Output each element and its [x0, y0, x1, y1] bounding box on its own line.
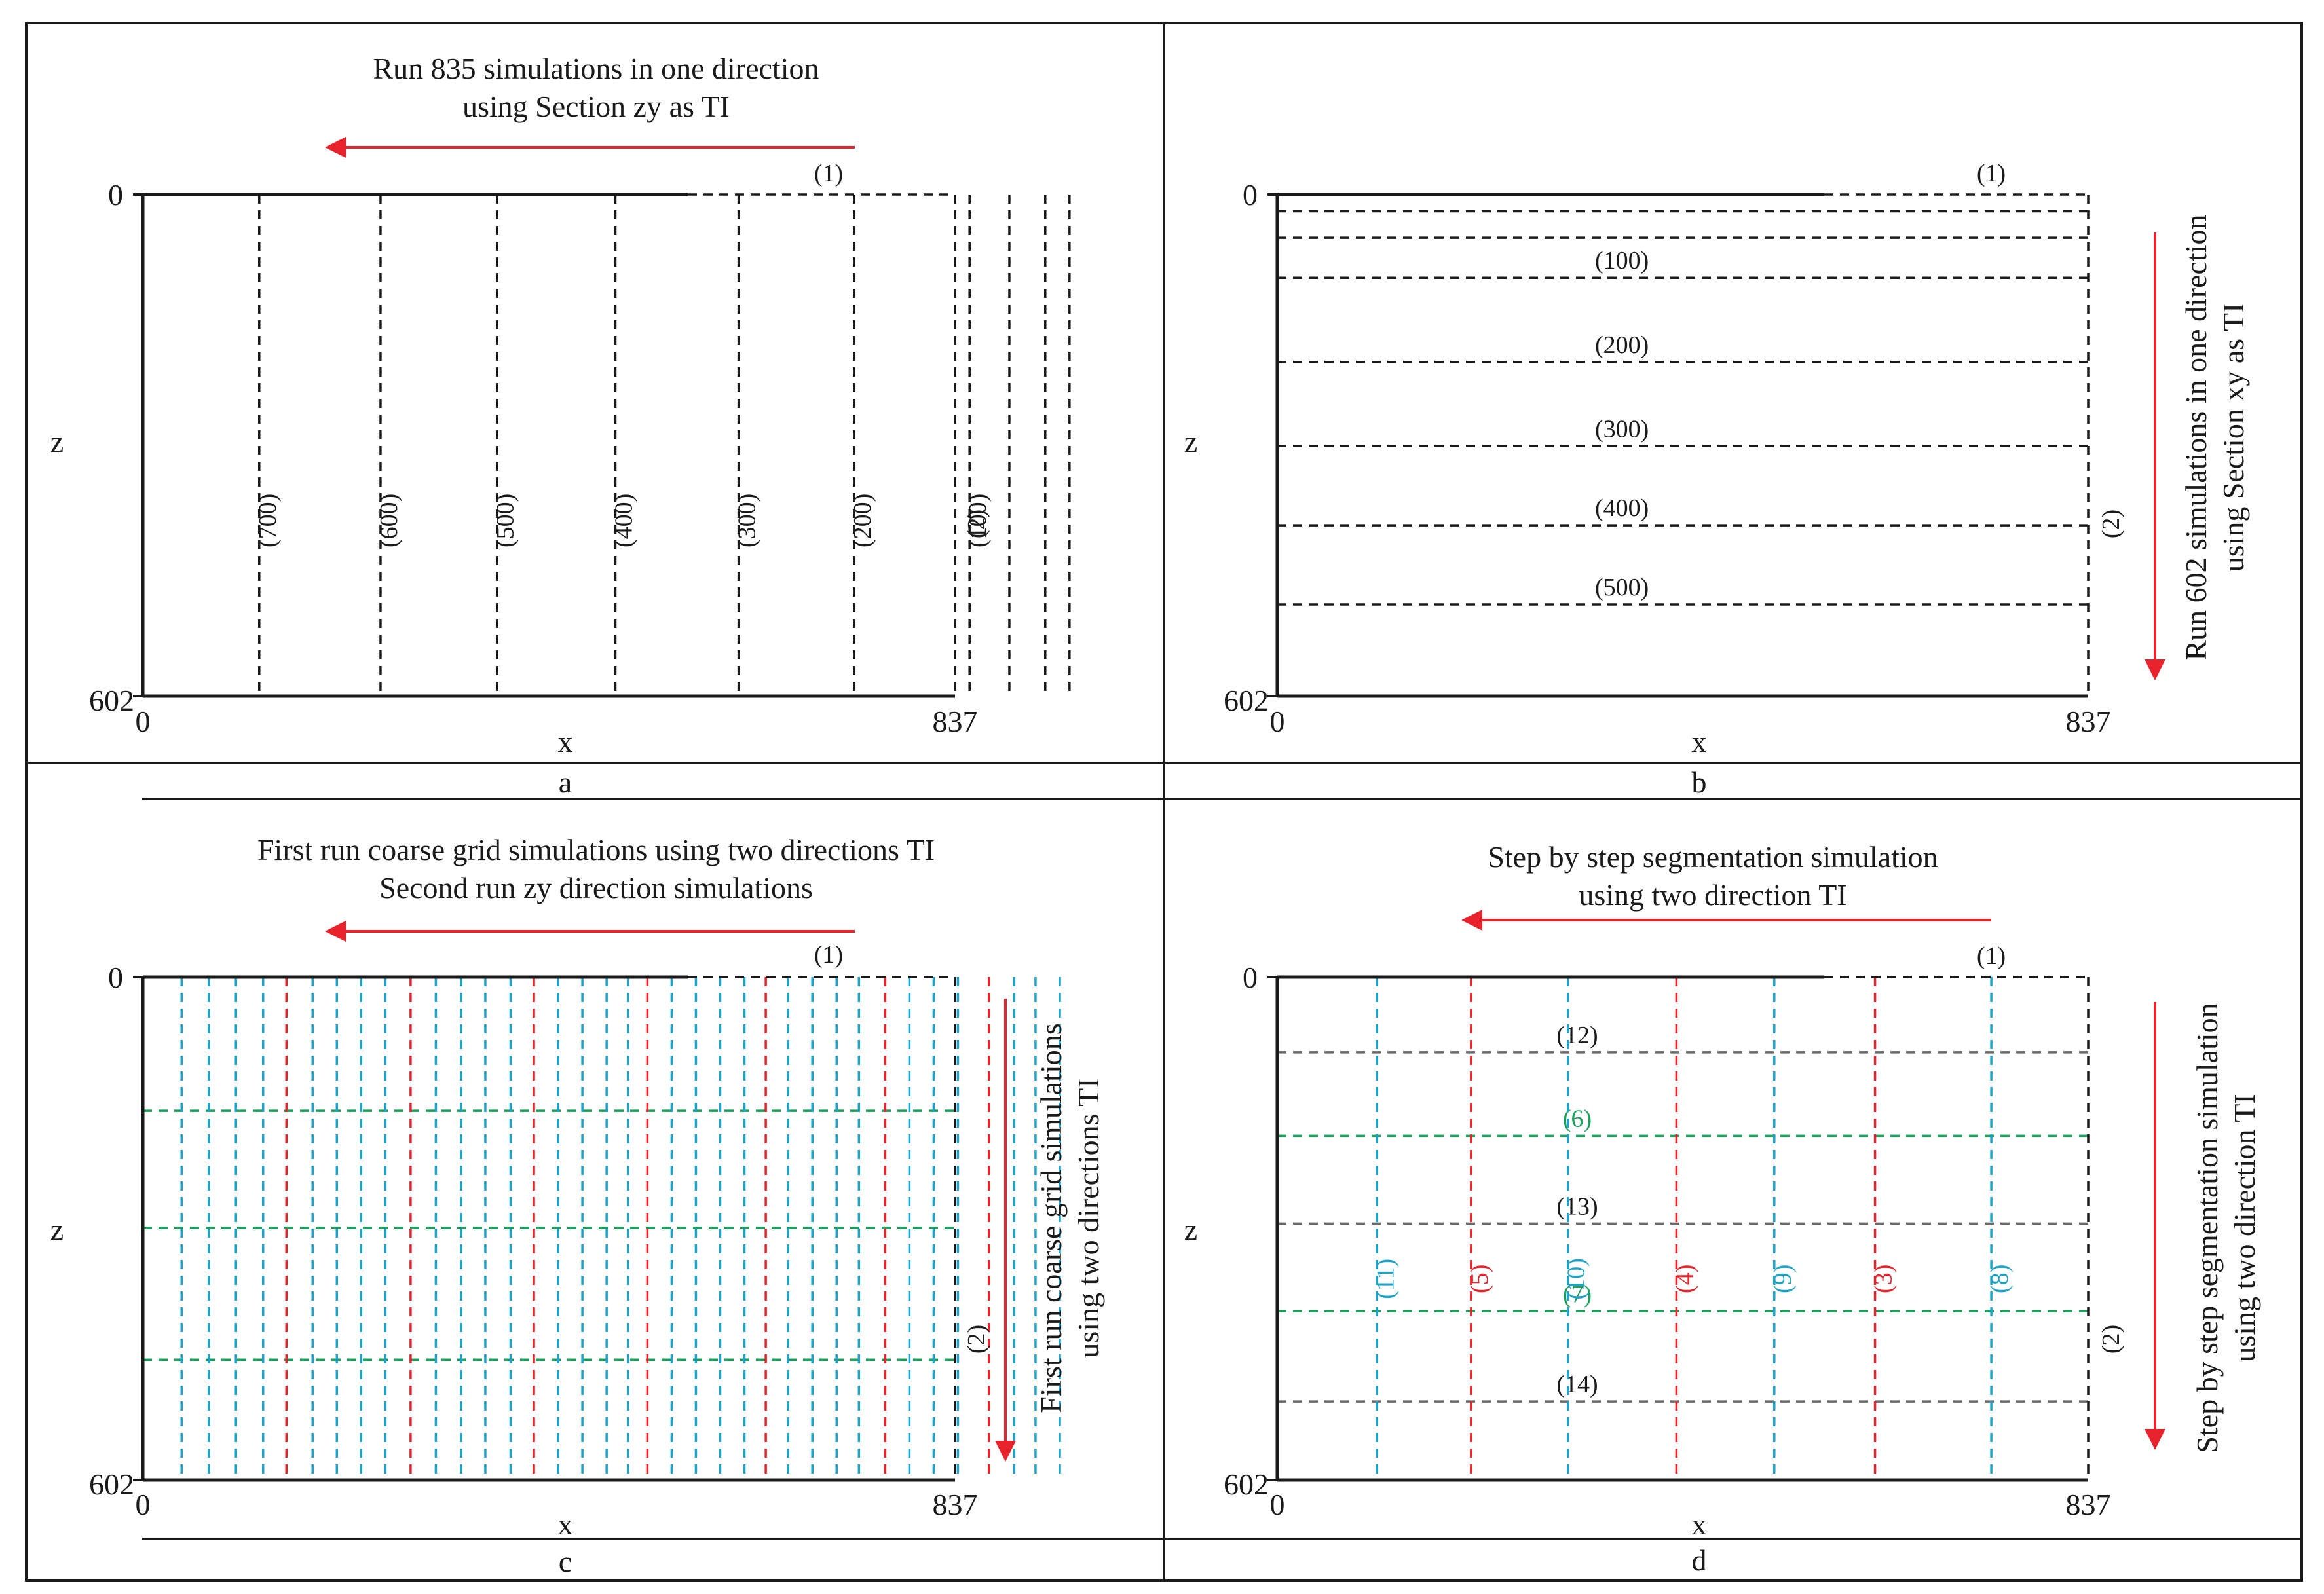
panel-c-caption: c: [559, 1545, 572, 1578]
panel-d-vline-label-4: (9): [1769, 1265, 1797, 1293]
panel-a: Run 835 simulations in one direction usi…: [50, 52, 1071, 799]
panel-d-side-text-line-2: using two direction TI: [2228, 1094, 2261, 1362]
panel-d-x-axis-label: x: [1692, 1508, 1707, 1541]
panel-b-label-1: (1): [1977, 160, 2006, 187]
panel-a-vline-label-0: (700): [254, 494, 282, 547]
panel-b-hline-label-2: (100): [1595, 247, 1649, 274]
panel-a-title-line-1: Run 835 simulations in one direction: [373, 52, 819, 85]
panel-b-label-2: (2): [2097, 510, 2125, 538]
panel-c-z602-label: 602: [89, 1468, 134, 1501]
panel-b-z0-label: 0: [1243, 178, 1258, 212]
panel-a-label-1: (1): [814, 160, 843, 187]
panel-b-side-text-line-1: Run 602 simulations in one direction: [2179, 215, 2213, 661]
panel-b-x-axis-label: x: [1692, 725, 1707, 758]
panel-c-title-line-2: Second run zy direction simulations: [379, 871, 813, 904]
panel-a-caption: a: [559, 766, 572, 799]
panel-d-hline-label-0: (12): [1556, 1022, 1598, 1049]
panel-a-vertical-lines: (700) (600) (500) (400) (300) (200) (100): [254, 195, 1071, 696]
panel-a-vline-label-3: (400): [610, 494, 637, 547]
panel-d-vline-label-2: (10): [1563, 1258, 1590, 1299]
panel-b: (100) (200) (300) (400) (500) (1) (2) Run 60…: [1184, 160, 2250, 799]
panel-d-vline-label-5: (3): [1870, 1265, 1898, 1293]
panel-d-z602-label: 602: [1224, 1468, 1269, 1501]
panel-b-horizontal-lines: (100) (200) (300) (400) (500): [1277, 210, 2088, 606]
panel-c-x0-label: 0: [136, 1488, 151, 1521]
panel-d-hline-label-4: (14): [1556, 1371, 1598, 1398]
panel-a-vline-label-6: (100): [964, 494, 992, 547]
panel-a-title-line-2: using Section zy as TI: [462, 90, 730, 123]
panel-a-z602-label: 602: [89, 684, 134, 717]
panel-a-vline-label-2: (500): [492, 494, 519, 547]
panel-c-side-text-line-1: First run coarse grid simulations: [1034, 1023, 1068, 1413]
panel-d-vline-label-0: (11): [1372, 1259, 1399, 1299]
panel-d-title-line-1: Step by step segmentation simulation: [1488, 840, 1938, 874]
panel-c-label-1: (1): [814, 941, 843, 969]
panel-d-vertical-lines: (11) (5) (10) (4) (9) (3) (8): [1372, 977, 2014, 1480]
panel-c-z-axis-label: z: [50, 1213, 64, 1246]
panel-d-title-line-2: using two direction TI: [1579, 878, 1846, 912]
panel-b-x0-label: 0: [1270, 705, 1285, 738]
panel-b-z-axis-label: z: [1184, 425, 1197, 458]
panel-a-label-2: (2): [963, 510, 990, 538]
panel-c: First run coarse grid simulations using …: [50, 833, 1105, 1578]
panel-d-vline-label-6: (8): [1986, 1265, 2014, 1293]
panel-a-z0-label: 0: [108, 178, 123, 212]
panel-d-label-1: (1): [1977, 942, 2006, 970]
panel-c-horizontal-lines: [143, 1109, 955, 1362]
panel-b-z602-label: 602: [1224, 684, 1269, 717]
panel-d-x837-label: 837: [2066, 1488, 2111, 1521]
panel-b-caption: b: [1692, 766, 1707, 799]
panel-d-z-axis-label: z: [1184, 1213, 1197, 1246]
panel-a-vline-label-5: (200): [849, 494, 876, 547]
panel-b-hline-label-5: (400): [1595, 494, 1649, 522]
panel-a-vline-label-1: (600): [375, 494, 403, 547]
panel-d-caption: d: [1692, 1544, 1707, 1577]
panel-d-z0-label: 0: [1243, 961, 1258, 994]
panel-d-vline-label-3: (4): [1671, 1265, 1698, 1293]
panel-d-horizontal-lines: (12)(6)(13)(7)(14): [1277, 1022, 2088, 1403]
panel-b-side-text-line-2: using Section xy as TI: [2217, 303, 2250, 572]
panel-d-vline-label-1: (5): [1466, 1265, 1493, 1293]
panel-c-label-2: (2): [963, 1325, 990, 1354]
panel-c-title-line-1: First run coarse grid simulations using …: [257, 833, 935, 866]
panel-c-z0-label: 0: [108, 961, 123, 994]
panel-a-vline-label-4: (300): [734, 494, 761, 547]
frame: [25, 22, 2303, 1582]
panel-c-vertical-lines: [180, 977, 1061, 1480]
panel-a-z-axis-label: z: [50, 425, 64, 458]
panel-a-x837-label: 837: [933, 705, 978, 738]
panel-c-x837-label: 837: [933, 1488, 978, 1521]
panel-c-side-text-line-2: using two directions TI: [1072, 1078, 1105, 1358]
panel-b-hline-label-3: (200): [1595, 331, 1649, 359]
panel-d-label-2: (2): [2097, 1325, 2125, 1354]
panel-c-x-axis-label: x: [558, 1508, 573, 1541]
panel-b-x837-label: 837: [2066, 705, 2111, 738]
panel-d-hline-label-2: (13): [1556, 1193, 1598, 1220]
panel-a-x-axis-label: x: [558, 725, 573, 758]
panel-d-x0-label: 0: [1270, 1488, 1285, 1521]
panel-b-hline-label-4: (300): [1595, 415, 1649, 443]
panel-b-hline-label-6: (500): [1595, 574, 1649, 601]
panel-d-side-text-line-1: Step by step segmentation simulation: [2190, 1003, 2224, 1453]
panel-d: Step by step segmentation simulation usi…: [1184, 840, 2261, 1577]
panel-a-x0-label: 0: [136, 705, 151, 738]
